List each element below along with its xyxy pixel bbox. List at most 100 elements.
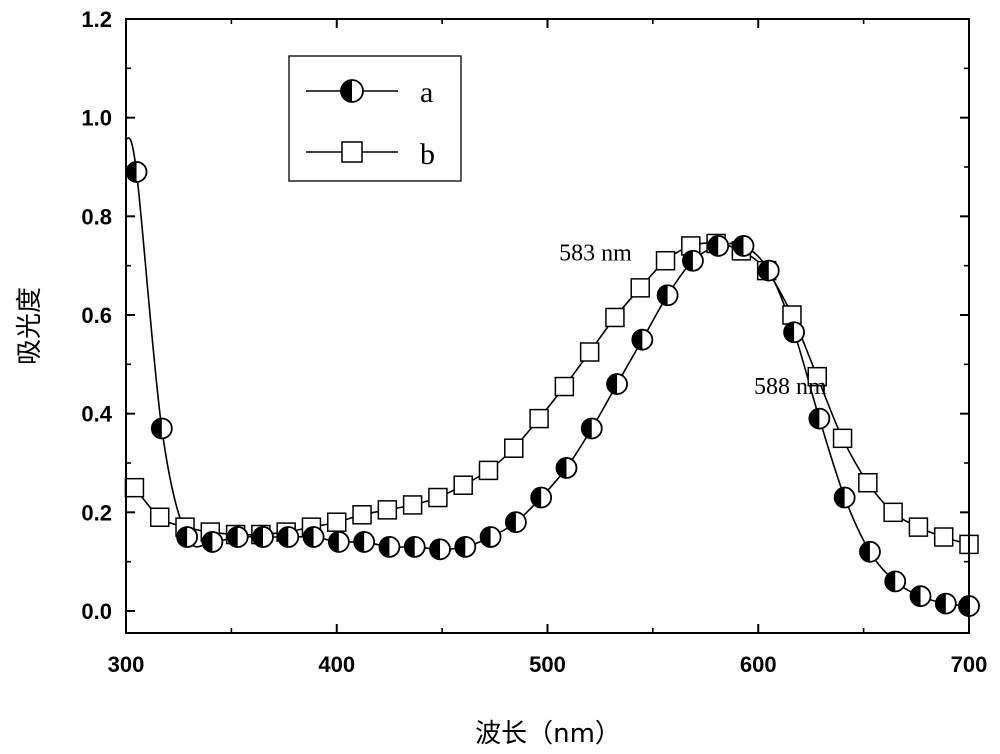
legend-symbol-a xyxy=(341,80,363,102)
legend-marker-b xyxy=(342,142,362,162)
marker-fill xyxy=(582,418,592,438)
series-b-point xyxy=(404,496,422,514)
series-b-point xyxy=(505,439,523,457)
marker-fill xyxy=(481,527,491,547)
series-a-point xyxy=(784,322,804,342)
marker-fill xyxy=(658,285,668,305)
series-b-point xyxy=(859,474,877,492)
series-a-point xyxy=(455,537,475,557)
series-a-point xyxy=(329,532,349,552)
series-b-point xyxy=(935,528,953,546)
series-b-point xyxy=(555,378,573,396)
series-a-point xyxy=(860,542,880,562)
peak-annotation-b: 583 nm xyxy=(559,241,632,267)
marker-fill xyxy=(959,596,969,616)
marker-fill xyxy=(405,537,415,557)
marker-fill xyxy=(860,542,870,562)
legend-symbol-b xyxy=(342,142,362,162)
marker-fill xyxy=(455,537,465,557)
series-a-point xyxy=(607,374,627,394)
series-a-point xyxy=(531,488,551,508)
y-tick-label: 0.8 xyxy=(81,204,112,229)
peak-annotation-a: 588 nm xyxy=(754,374,827,400)
series-a-point xyxy=(556,458,576,478)
series-a-point xyxy=(405,537,425,557)
series-a-point xyxy=(708,236,728,256)
x-tick-label-600: 600 xyxy=(740,652,777,677)
marker-fill xyxy=(632,330,642,350)
marker-fill xyxy=(430,539,440,559)
series-b-point xyxy=(454,476,472,494)
legend-label-a: a xyxy=(420,76,433,109)
series-b-point xyxy=(783,306,801,324)
series-b-point xyxy=(657,252,675,270)
y-axis-title: 吸光度 xyxy=(15,287,45,365)
series-b-point xyxy=(581,343,599,361)
series-a-point xyxy=(911,586,931,606)
series-b-point xyxy=(631,279,649,297)
series-b-point xyxy=(909,518,927,536)
series-b-point xyxy=(884,503,902,521)
series-a-point xyxy=(177,527,197,547)
series-a-point xyxy=(228,527,248,547)
marker-fill xyxy=(809,409,819,429)
series-a-point xyxy=(885,571,905,591)
series-b-point xyxy=(530,410,548,428)
y-tick-label: 1.0 xyxy=(81,106,112,131)
series-a-point xyxy=(430,539,450,559)
y-tick-label: 1.2 xyxy=(81,7,112,32)
series-b-point xyxy=(353,506,371,524)
x-tick-label-700: 700 xyxy=(951,652,988,677)
marker-fill xyxy=(911,586,921,606)
marker-fill xyxy=(354,532,364,552)
series-a-point xyxy=(278,527,298,547)
x-tick-label-300: 300 xyxy=(108,652,145,677)
series-a-point xyxy=(506,512,526,532)
x-axis-title: 波长（nm） xyxy=(475,719,621,749)
legend-label-b: b xyxy=(420,138,435,171)
axes: 300 400 500 600 700 0.0 0.2 0.4 0.6 0.8 1.0 1.2 xyxy=(81,7,987,677)
series-a-point xyxy=(127,162,147,182)
absorbance-chart: 300 400 500 600 700 0.0 0.2 0.4 0.6 0.8 1.0 1.2 a b… xyxy=(0,0,1000,754)
y-tick-label: 0.0 xyxy=(81,599,112,624)
series-b-point xyxy=(378,501,396,519)
series-a-point xyxy=(152,418,172,438)
series-a-point xyxy=(632,330,652,350)
marker-fill xyxy=(784,322,794,342)
series-a-point xyxy=(759,261,779,281)
series-a-point xyxy=(683,251,703,271)
y-tick-label: 0.6 xyxy=(81,303,112,328)
legend-box xyxy=(289,56,461,181)
series-a-point xyxy=(936,594,956,614)
marker-fill xyxy=(607,374,617,394)
marker-fill xyxy=(152,418,162,438)
marker-fill xyxy=(531,488,541,508)
series-a-point xyxy=(582,418,602,438)
series-a-point xyxy=(202,532,222,552)
series-b-point xyxy=(606,308,624,326)
series-a-point xyxy=(733,236,753,256)
series-a-point xyxy=(354,532,374,552)
series-a-point xyxy=(809,409,829,429)
legend-marker-a xyxy=(341,80,363,102)
series-b-point xyxy=(834,429,852,447)
x-tick-label-500: 500 xyxy=(529,652,566,677)
y-tick-label: 0.4 xyxy=(81,402,112,427)
series-a-point xyxy=(379,537,399,557)
series-b-point xyxy=(328,513,346,531)
series-b-point xyxy=(429,489,447,507)
series-b-point xyxy=(151,508,169,526)
series-b-point xyxy=(479,461,497,479)
series-a-point xyxy=(304,527,324,547)
marker-fill xyxy=(936,594,946,614)
marker-fill xyxy=(127,162,137,182)
marker-fill xyxy=(506,512,516,532)
series-a-point xyxy=(658,285,678,305)
marker-fill xyxy=(379,537,389,557)
series-a-point xyxy=(253,527,273,547)
x-tick-label-400: 400 xyxy=(318,652,355,677)
marker-fill xyxy=(835,488,845,508)
plot-content xyxy=(125,137,979,616)
series-a-point xyxy=(481,527,501,547)
y-tick-label: 0.2 xyxy=(81,500,112,525)
